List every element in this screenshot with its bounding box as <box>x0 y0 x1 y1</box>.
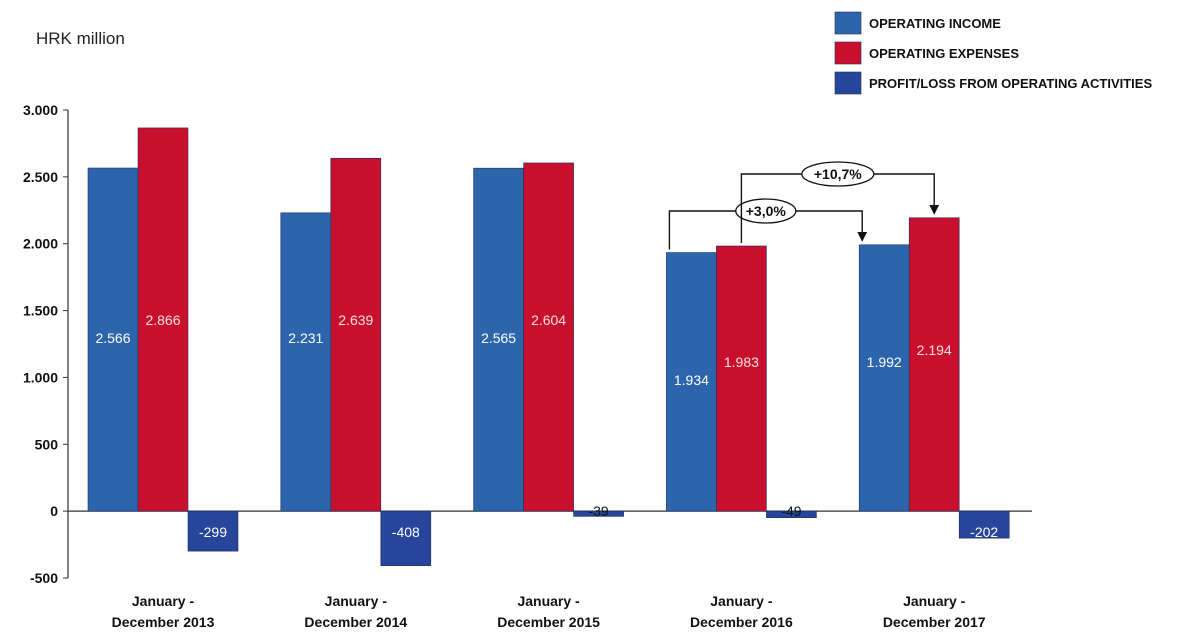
legend-label: PROFIT/LOSS FROM OPERATING ACTIVITIES <box>869 76 1152 91</box>
bar-income <box>666 252 717 512</box>
data-label: 2.194 <box>917 342 952 358</box>
x-tick-label: January - <box>132 593 195 609</box>
legend-swatch <box>834 11 862 35</box>
y-tick-label: 3.000 <box>23 102 58 118</box>
x-tick-label: December 2017 <box>883 614 986 630</box>
data-label: 2.565 <box>481 330 516 346</box>
data-label: -408 <box>392 524 420 540</box>
y-tick-label: 1.000 <box>23 369 58 385</box>
growth-label: +3,0% <box>746 203 787 219</box>
legend-swatch <box>834 71 862 95</box>
legend: OPERATING INCOME OPERATING EXPENSES PROFIT… <box>834 11 1152 95</box>
data-label: 1.983 <box>724 354 759 370</box>
data-label: 2.231 <box>288 330 323 346</box>
bar-income <box>858 244 910 512</box>
x-tick-label: January - <box>903 593 966 609</box>
data-label: -49 <box>781 503 801 519</box>
data-label: 2.566 <box>95 330 130 346</box>
growth-badge <box>735 198 797 224</box>
y-tick-label: 1.500 <box>23 303 58 319</box>
growth-badge <box>801 161 875 187</box>
data-label: -299 <box>199 524 227 540</box>
data-label: 2.604 <box>531 312 566 328</box>
y-axis-unit-label: HRK million <box>36 29 125 48</box>
bar-profit-loss <box>573 510 624 517</box>
y-tick-label: -500 <box>30 570 58 586</box>
y-tick-label: 0 <box>50 503 58 519</box>
legend-label: OPERATING EXPENSES <box>869 46 1019 61</box>
bar-expenses <box>523 162 574 512</box>
x-tick-label: December 2014 <box>304 614 407 630</box>
bar-income <box>87 167 139 512</box>
data-label: 1.934 <box>674 372 709 388</box>
bar-profit-loss <box>766 510 817 518</box>
annotations: +3,0% +10,7% <box>668 161 940 250</box>
y-tick-label: 2.000 <box>23 236 58 252</box>
growth-label: +10,7% <box>814 166 862 182</box>
x-tick-label: January - <box>325 593 388 609</box>
bar-expenses <box>908 217 960 512</box>
data-label: 1.992 <box>867 354 902 370</box>
legend-label: OPERATING INCOME <box>869 16 1001 31</box>
bar-profit-loss <box>958 510 1010 539</box>
bar-profit-loss <box>380 510 432 566</box>
x-tick-label: December 2016 <box>690 614 793 630</box>
y-tick-label: 2.500 <box>23 169 58 185</box>
data-label: 2.866 <box>145 312 180 328</box>
x-tick-label: December 2015 <box>497 614 600 630</box>
bar-profit-loss <box>187 510 239 552</box>
bar-income <box>473 167 524 512</box>
x-tick-label: January - <box>517 593 580 609</box>
y-tick-label: 500 <box>35 436 59 452</box>
x-tick-label: January - <box>710 593 773 609</box>
bar-expenses <box>137 127 189 512</box>
x-tick-label: December 2013 <box>112 614 215 630</box>
bar-expenses <box>716 245 767 512</box>
data-label: 2.639 <box>338 312 373 328</box>
bar-expenses <box>330 157 382 512</box>
data-label: -202 <box>970 524 998 540</box>
bars: 2.566 2.866 -299 2.231 2.639 -408 2.565 2.604 -3… <box>87 127 1010 566</box>
legend-swatch <box>834 41 862 65</box>
bar-income <box>280 212 332 512</box>
data-label: -39 <box>588 503 608 519</box>
